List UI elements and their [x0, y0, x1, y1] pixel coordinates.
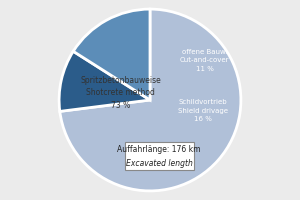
Wedge shape [59, 51, 150, 111]
FancyBboxPatch shape [124, 142, 194, 170]
Text: Schildvortrieb
Shield drivage
16 %: Schildvortrieb Shield drivage 16 % [178, 99, 228, 122]
Text: Spritzbetonbauweise
Shotcrete method
73 %: Spritzbetonbauweise Shotcrete method 73 … [80, 76, 161, 110]
Wedge shape [60, 9, 241, 191]
Wedge shape [73, 9, 150, 100]
Text: offene Bauw.
Cut-and-cover
11 %: offene Bauw. Cut-and-cover 11 % [180, 49, 229, 72]
Text: Auffahrlänge: 176 km: Auffahrlänge: 176 km [117, 145, 201, 154]
Text: Excavated length: Excavated length [126, 159, 193, 168]
